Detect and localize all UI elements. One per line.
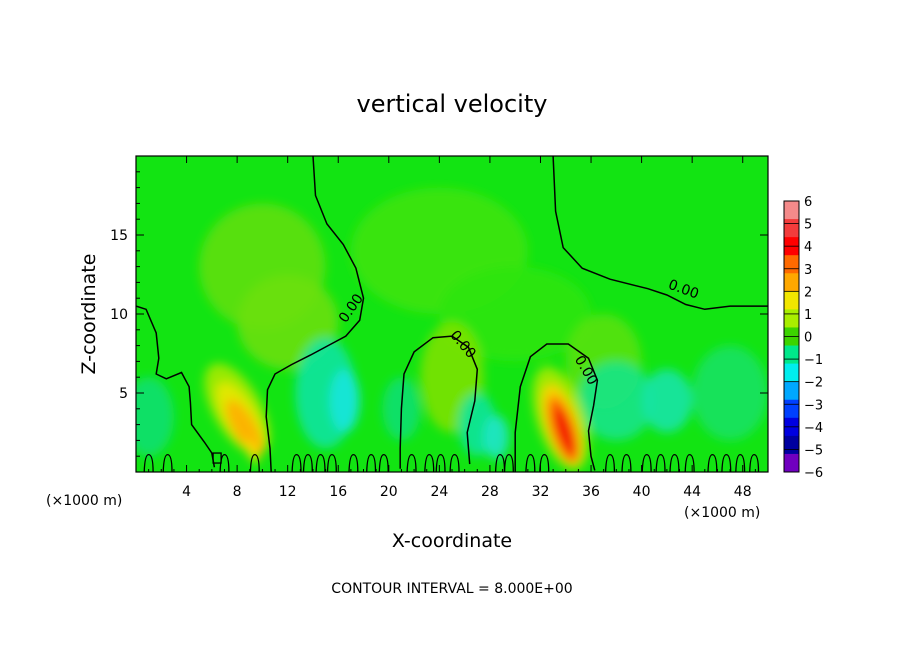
zero-contour-wiggle <box>494 453 506 472</box>
zero-contour-wiggle <box>249 453 260 472</box>
x-tick-label: 48 <box>734 484 752 500</box>
colorbar-tick-label: 1 <box>804 308 812 323</box>
field-blobs <box>136 187 768 470</box>
colorbar-segment <box>784 201 799 220</box>
field-blob <box>692 345 768 441</box>
zero-contour-wiggle <box>641 453 652 472</box>
colorbar-tick-label: 2 <box>804 285 812 300</box>
x-tick-label: 32 <box>532 484 550 500</box>
zero-contour-wiggle <box>326 453 337 472</box>
plot-area: 0.000.000.000.00 <box>135 155 769 473</box>
y-axis: 5 10 15 <box>110 171 768 457</box>
field-blob <box>136 377 174 457</box>
colorbar-segment <box>784 435 799 455</box>
field-blob <box>483 415 509 460</box>
zero-contour-wiggle <box>525 453 536 472</box>
y-tick-label: 5 <box>119 386 128 402</box>
zero-contour-wiggle <box>302 453 313 472</box>
zero-contour <box>265 156 365 472</box>
field-blob <box>245 439 260 464</box>
zero-contour-loop <box>212 452 222 464</box>
zero-contour-wiggle <box>315 453 326 472</box>
colorbar-segment <box>784 363 799 383</box>
zero-contour-wiggle <box>707 453 718 472</box>
colorbar-tick-label: −6 <box>804 466 823 481</box>
zero-contour-wiggle <box>604 453 616 472</box>
x-axis-label: X-coordinate <box>392 530 512 552</box>
x-tick-label: 8 <box>233 484 242 500</box>
colorbar-tick-label: −5 <box>804 443 823 458</box>
zero-contour-wiggle <box>424 453 435 472</box>
zero-contour-wiggle <box>655 453 666 472</box>
zero-contour-wiggle <box>435 453 446 472</box>
x-tick-label: 12 <box>279 484 297 500</box>
zero-contour-lines <box>136 156 768 472</box>
field-blob <box>226 399 264 456</box>
zero-contour-wiggle <box>162 453 173 472</box>
colorbar-segment <box>784 453 799 473</box>
y-tick-label: 10 <box>110 307 128 323</box>
colorbar-tick-label: 3 <box>804 263 812 278</box>
field-blob <box>554 406 575 456</box>
colorbar-tick-label: 5 <box>804 218 812 233</box>
colorbar-segment <box>784 273 799 292</box>
x-tick-label: 4 <box>182 484 191 500</box>
zero-contour-wiggle <box>348 453 359 472</box>
x-tick-label: 28 <box>481 484 499 500</box>
zero-contour-wiggle <box>721 453 732 472</box>
zero-contour-wiggle <box>143 453 154 472</box>
x-tick-label: 24 <box>430 484 448 500</box>
zero-contour-wiggle <box>539 453 550 472</box>
zero-contour-wiggle <box>449 453 460 472</box>
zero-contour-wiggle <box>749 453 760 472</box>
x-tick-label: 16 <box>329 484 347 500</box>
colorbar-tick-label: 0 <box>804 331 812 346</box>
zero-contour-wiggle <box>684 453 695 472</box>
zero-contour-wiggle <box>503 453 514 472</box>
colorbar-segment <box>784 309 799 328</box>
x-tick-label: 44 <box>683 484 701 500</box>
contour-interval-note: CONTOUR INTERVAL = 8.000E+00 <box>331 581 572 597</box>
x-tick-label: 40 <box>633 484 651 500</box>
x-tick-label: 36 <box>582 484 600 500</box>
colorbar-segment <box>784 291 799 310</box>
field-layer <box>136 187 768 470</box>
colorbar-tick-label: −2 <box>804 376 823 391</box>
zero-contour <box>552 156 768 311</box>
field-blob <box>641 369 693 433</box>
colorbar-segment <box>784 381 799 401</box>
colorbar-tick-label: 4 <box>804 240 812 255</box>
y-axis-label: Z-coordinate <box>78 254 100 375</box>
zero-contour-wiggle <box>406 453 417 472</box>
colorbar-segment <box>784 345 799 365</box>
x-unit-right: (×1000 m) <box>684 505 760 521</box>
x-tick-label: 20 <box>380 484 398 500</box>
colorbar-tick-label: −1 <box>804 353 823 368</box>
zero-contour-wiggle <box>669 453 680 472</box>
colorbar-tick-label: 6 <box>804 195 812 210</box>
colorbar-tick-label: −4 <box>804 421 823 436</box>
zero-contour <box>136 305 216 468</box>
zero-contour <box>514 343 599 472</box>
zero-contour-wiggle <box>621 453 632 472</box>
zero-contour-wiggle <box>735 453 746 472</box>
zero-contour <box>399 335 479 469</box>
field-blob <box>329 369 360 433</box>
colorbar-segment <box>784 219 799 238</box>
colorbar-tick-label: −3 <box>804 398 823 413</box>
field-blob <box>439 266 592 362</box>
chart-title: vertical velocity <box>357 90 548 118</box>
colorbar-segment <box>784 399 799 419</box>
zero-contour-wiggle <box>378 453 389 472</box>
colorbar: 6 5 4 3 2 1 0 −1 −2 −3 −4 −5 −6 <box>783 195 823 481</box>
x-unit-left: (×1000 m) <box>46 493 122 509</box>
y-tick-label: 15 <box>110 228 128 244</box>
colorbar-segment <box>784 255 799 274</box>
x-axis: 4 8 12 16 20 24 28 32 36 40 44 48 <box>148 156 756 500</box>
zero-contour-wiggle <box>366 453 377 472</box>
zero-contour-wiggle <box>291 453 302 472</box>
